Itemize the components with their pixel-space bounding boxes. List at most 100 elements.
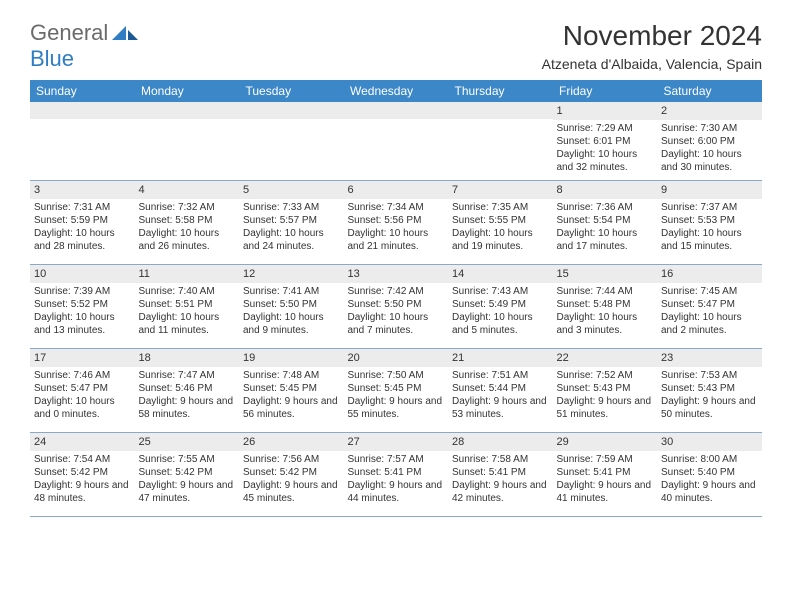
day-body: Sunrise: 7:52 AMSunset: 5:43 PMDaylight:… bbox=[553, 367, 658, 423]
day-number: 14 bbox=[448, 265, 553, 283]
day-number: 15 bbox=[553, 265, 658, 283]
day-number: 10 bbox=[30, 265, 135, 283]
day-number: 18 bbox=[135, 349, 240, 367]
daylight-text: Daylight: 10 hours and 26 minutes. bbox=[139, 227, 236, 253]
day-number: 30 bbox=[657, 433, 762, 451]
calendar-day-cell: 15Sunrise: 7:44 AMSunset: 5:48 PMDayligh… bbox=[553, 264, 658, 348]
sunrise-text: Sunrise: 7:45 AM bbox=[661, 285, 758, 298]
calendar-day-cell bbox=[135, 102, 240, 180]
sunrise-text: Sunrise: 7:32 AM bbox=[139, 201, 236, 214]
day-number: 26 bbox=[239, 433, 344, 451]
sunrise-text: Sunrise: 7:52 AM bbox=[557, 369, 654, 382]
calendar-week-row: 1 Sunrise: 7:29 AMSunset: 6:01 PM Daylight… bbox=[30, 102, 762, 180]
sunset-text: Sunset: 5:41 PM bbox=[348, 466, 445, 479]
location-text: Atzeneta d'Albaida, Valencia, Spain bbox=[542, 56, 762, 72]
sunrise-text: Sunrise: 7:55 AM bbox=[139, 453, 236, 466]
calendar-day-cell: 30Sunrise: 8:00 AMSunset: 5:40 PMDayligh… bbox=[657, 432, 762, 516]
day-body: Sunrise: 7:43 AMSunset: 5:49 PMDaylight:… bbox=[448, 283, 553, 339]
sunset-text: Sunset: 5:51 PM bbox=[139, 298, 236, 311]
sunset-text: Sunset: 5:57 PM bbox=[243, 214, 340, 227]
sunset-text: Sunset: 5:55 PM bbox=[452, 214, 549, 227]
day-body: Sunrise: 7:53 AMSunset: 5:43 PMDaylight:… bbox=[657, 367, 762, 423]
weekday-header: Thursday bbox=[448, 80, 553, 102]
sunrise-text: Sunrise: 7:47 AM bbox=[139, 369, 236, 382]
daylight-text: Daylight: 10 hours and 24 minutes. bbox=[243, 227, 340, 253]
sunrise-text: Sunrise: 7:41 AM bbox=[243, 285, 340, 298]
calendar-week-row: 17 Sunrise: 7:46 AMSunset: 5:47 PM Dayligh… bbox=[30, 348, 762, 432]
day-body: Sunrise: 7:47 AMSunset: 5:46 PMDaylight:… bbox=[135, 367, 240, 423]
day-number: 8 bbox=[553, 181, 658, 199]
daylight-text: Daylight: 9 hours and 42 minutes. bbox=[452, 479, 549, 505]
calendar-day-cell: 12Sunrise: 7:41 AMSunset: 5:50 PMDayligh… bbox=[239, 264, 344, 348]
day-number-empty bbox=[135, 102, 240, 119]
sunset-text: Sunset: 5:49 PM bbox=[452, 298, 549, 311]
calendar-day-cell: 8Sunrise: 7:36 AMSunset: 5:54 PMDaylight… bbox=[553, 180, 658, 264]
daylight-text: Daylight: 9 hours and 53 minutes. bbox=[452, 395, 549, 421]
calendar-day-cell: 24Sunrise: 7:54 AMSunset: 5:42 PMDayligh… bbox=[30, 432, 135, 516]
daylight-text: Daylight: 9 hours and 41 minutes. bbox=[557, 479, 654, 505]
sunset-text: Sunset: 5:46 PM bbox=[139, 382, 236, 395]
calendar-day-cell: 28Sunrise: 7:58 AMSunset: 5:41 PMDayligh… bbox=[448, 432, 553, 516]
day-body: Sunrise: 7:45 AMSunset: 5:47 PMDaylight:… bbox=[657, 283, 762, 339]
sunrise-text: Sunrise: 7:30 AM bbox=[661, 122, 758, 135]
calendar-day-cell: 19Sunrise: 7:48 AMSunset: 5:45 PMDayligh… bbox=[239, 348, 344, 432]
title-block: November 2024 Atzeneta d'Albaida, Valenc… bbox=[542, 20, 762, 72]
daylight-text: Daylight: 10 hours and 17 minutes. bbox=[557, 227, 654, 253]
calendar-day-cell: 27Sunrise: 7:57 AMSunset: 5:41 PMDayligh… bbox=[344, 432, 449, 516]
sunrise-text: Sunrise: 7:39 AM bbox=[34, 285, 131, 298]
sunset-text: Sunset: 5:44 PM bbox=[452, 382, 549, 395]
day-number: 20 bbox=[344, 349, 449, 367]
day-body: Sunrise: 7:54 AMSunset: 5:42 PMDaylight:… bbox=[30, 451, 135, 507]
daylight-text: Daylight: 10 hours and 15 minutes. bbox=[661, 227, 758, 253]
day-body: Sunrise: 7:48 AMSunset: 5:45 PMDaylight:… bbox=[239, 367, 344, 423]
day-number: 1 bbox=[553, 102, 658, 120]
day-number: 11 bbox=[135, 265, 240, 283]
day-number-empty bbox=[30, 102, 135, 119]
sunset-text: Sunset: 5:42 PM bbox=[34, 466, 131, 479]
sunset-text: Sunset: 5:59 PM bbox=[34, 214, 131, 227]
day-number: 28 bbox=[448, 433, 553, 451]
sunrise-text: Sunrise: 7:42 AM bbox=[348, 285, 445, 298]
calendar-day-cell: 9Sunrise: 7:37 AMSunset: 5:53 PMDaylight… bbox=[657, 180, 762, 264]
weekday-header: Tuesday bbox=[239, 80, 344, 102]
day-number: 27 bbox=[344, 433, 449, 451]
daylight-text: Daylight: 10 hours and 9 minutes. bbox=[243, 311, 340, 337]
day-body: Sunrise: 7:34 AMSunset: 5:56 PMDaylight:… bbox=[344, 199, 449, 255]
day-number: 17 bbox=[30, 349, 135, 367]
calendar-day-cell bbox=[448, 102, 553, 180]
sunset-text: Sunset: 5:47 PM bbox=[34, 382, 131, 395]
sunrise-text: Sunrise: 7:51 AM bbox=[452, 369, 549, 382]
sunrise-text: Sunrise: 7:46 AM bbox=[34, 369, 131, 382]
day-number-empty bbox=[344, 102, 449, 119]
calendar-day-cell: 11Sunrise: 7:40 AMSunset: 5:51 PMDayligh… bbox=[135, 264, 240, 348]
sunset-text: Sunset: 5:50 PM bbox=[348, 298, 445, 311]
daylight-text: Daylight: 9 hours and 40 minutes. bbox=[661, 479, 758, 505]
sunrise-text: Sunrise: 7:56 AM bbox=[243, 453, 340, 466]
day-number: 19 bbox=[239, 349, 344, 367]
sunset-text: Sunset: 5:43 PM bbox=[557, 382, 654, 395]
daylight-text: Daylight: 9 hours and 44 minutes. bbox=[348, 479, 445, 505]
day-number: 7 bbox=[448, 181, 553, 199]
sunrise-text: Sunrise: 7:34 AM bbox=[348, 201, 445, 214]
day-number: 22 bbox=[553, 349, 658, 367]
daylight-text: Daylight: 10 hours and 13 minutes. bbox=[34, 311, 131, 337]
sunrise-text: Sunrise: 7:43 AM bbox=[452, 285, 549, 298]
day-number: 9 bbox=[657, 181, 762, 199]
calendar-day-cell bbox=[30, 102, 135, 180]
sunrise-text: Sunrise: 7:33 AM bbox=[243, 201, 340, 214]
sunset-text: Sunset: 6:01 PM bbox=[557, 135, 654, 148]
sunrise-text: Sunrise: 7:44 AM bbox=[557, 285, 654, 298]
day-body: Sunrise: 7:55 AMSunset: 5:42 PMDaylight:… bbox=[135, 451, 240, 507]
daylight-text: Daylight: 10 hours and 7 minutes. bbox=[348, 311, 445, 337]
sunset-text: Sunset: 5:52 PM bbox=[34, 298, 131, 311]
daylight-text: Daylight: 10 hours and 28 minutes. bbox=[34, 227, 131, 253]
calendar-day-cell: 20Sunrise: 7:50 AMSunset: 5:45 PMDayligh… bbox=[344, 348, 449, 432]
calendar-day-cell bbox=[239, 102, 344, 180]
sunrise-text: Sunrise: 7:29 AM bbox=[557, 122, 654, 135]
day-number: 25 bbox=[135, 433, 240, 451]
sunset-text: Sunset: 5:41 PM bbox=[452, 466, 549, 479]
calendar-table: Sunday Monday Tuesday Wednesday Thursday… bbox=[30, 80, 762, 517]
daylight-text: Daylight: 10 hours and 30 minutes. bbox=[661, 148, 758, 174]
calendar-day-cell: 13Sunrise: 7:42 AMSunset: 5:50 PMDayligh… bbox=[344, 264, 449, 348]
calendar-day-cell: 4Sunrise: 7:32 AMSunset: 5:58 PMDaylight… bbox=[135, 180, 240, 264]
